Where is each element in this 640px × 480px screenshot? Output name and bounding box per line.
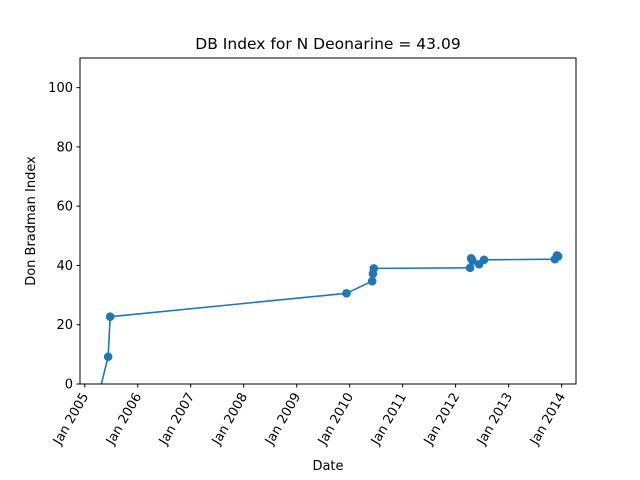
data-point (553, 251, 563, 261)
plot-frame (79, 57, 577, 385)
series-layer (100, 251, 563, 384)
plot-area (79, 57, 577, 385)
data-point (369, 264, 379, 273)
y-tick-label: 100 (48, 81, 73, 96)
y-tick-label: 20 (56, 318, 73, 333)
data-point (479, 255, 489, 265)
data-point (103, 352, 113, 362)
y-tick-label: 60 (56, 200, 73, 215)
y-tick-label: 80 (56, 140, 73, 155)
y-tick-label: 40 (56, 259, 73, 274)
y-tick-label: 0 (65, 378, 73, 393)
data-point (105, 312, 115, 322)
data-point (465, 263, 475, 273)
data-point (367, 276, 377, 286)
y-axis-label: Don Bradman Index (24, 156, 39, 286)
x-axis-label: Date (312, 459, 343, 474)
data-point (468, 256, 477, 266)
y-axis: 0 20 40 60 80 100 (48, 81, 80, 393)
chart-title: DB Index for N Deonarine = 43.09 (195, 35, 460, 53)
data-point (342, 289, 351, 298)
